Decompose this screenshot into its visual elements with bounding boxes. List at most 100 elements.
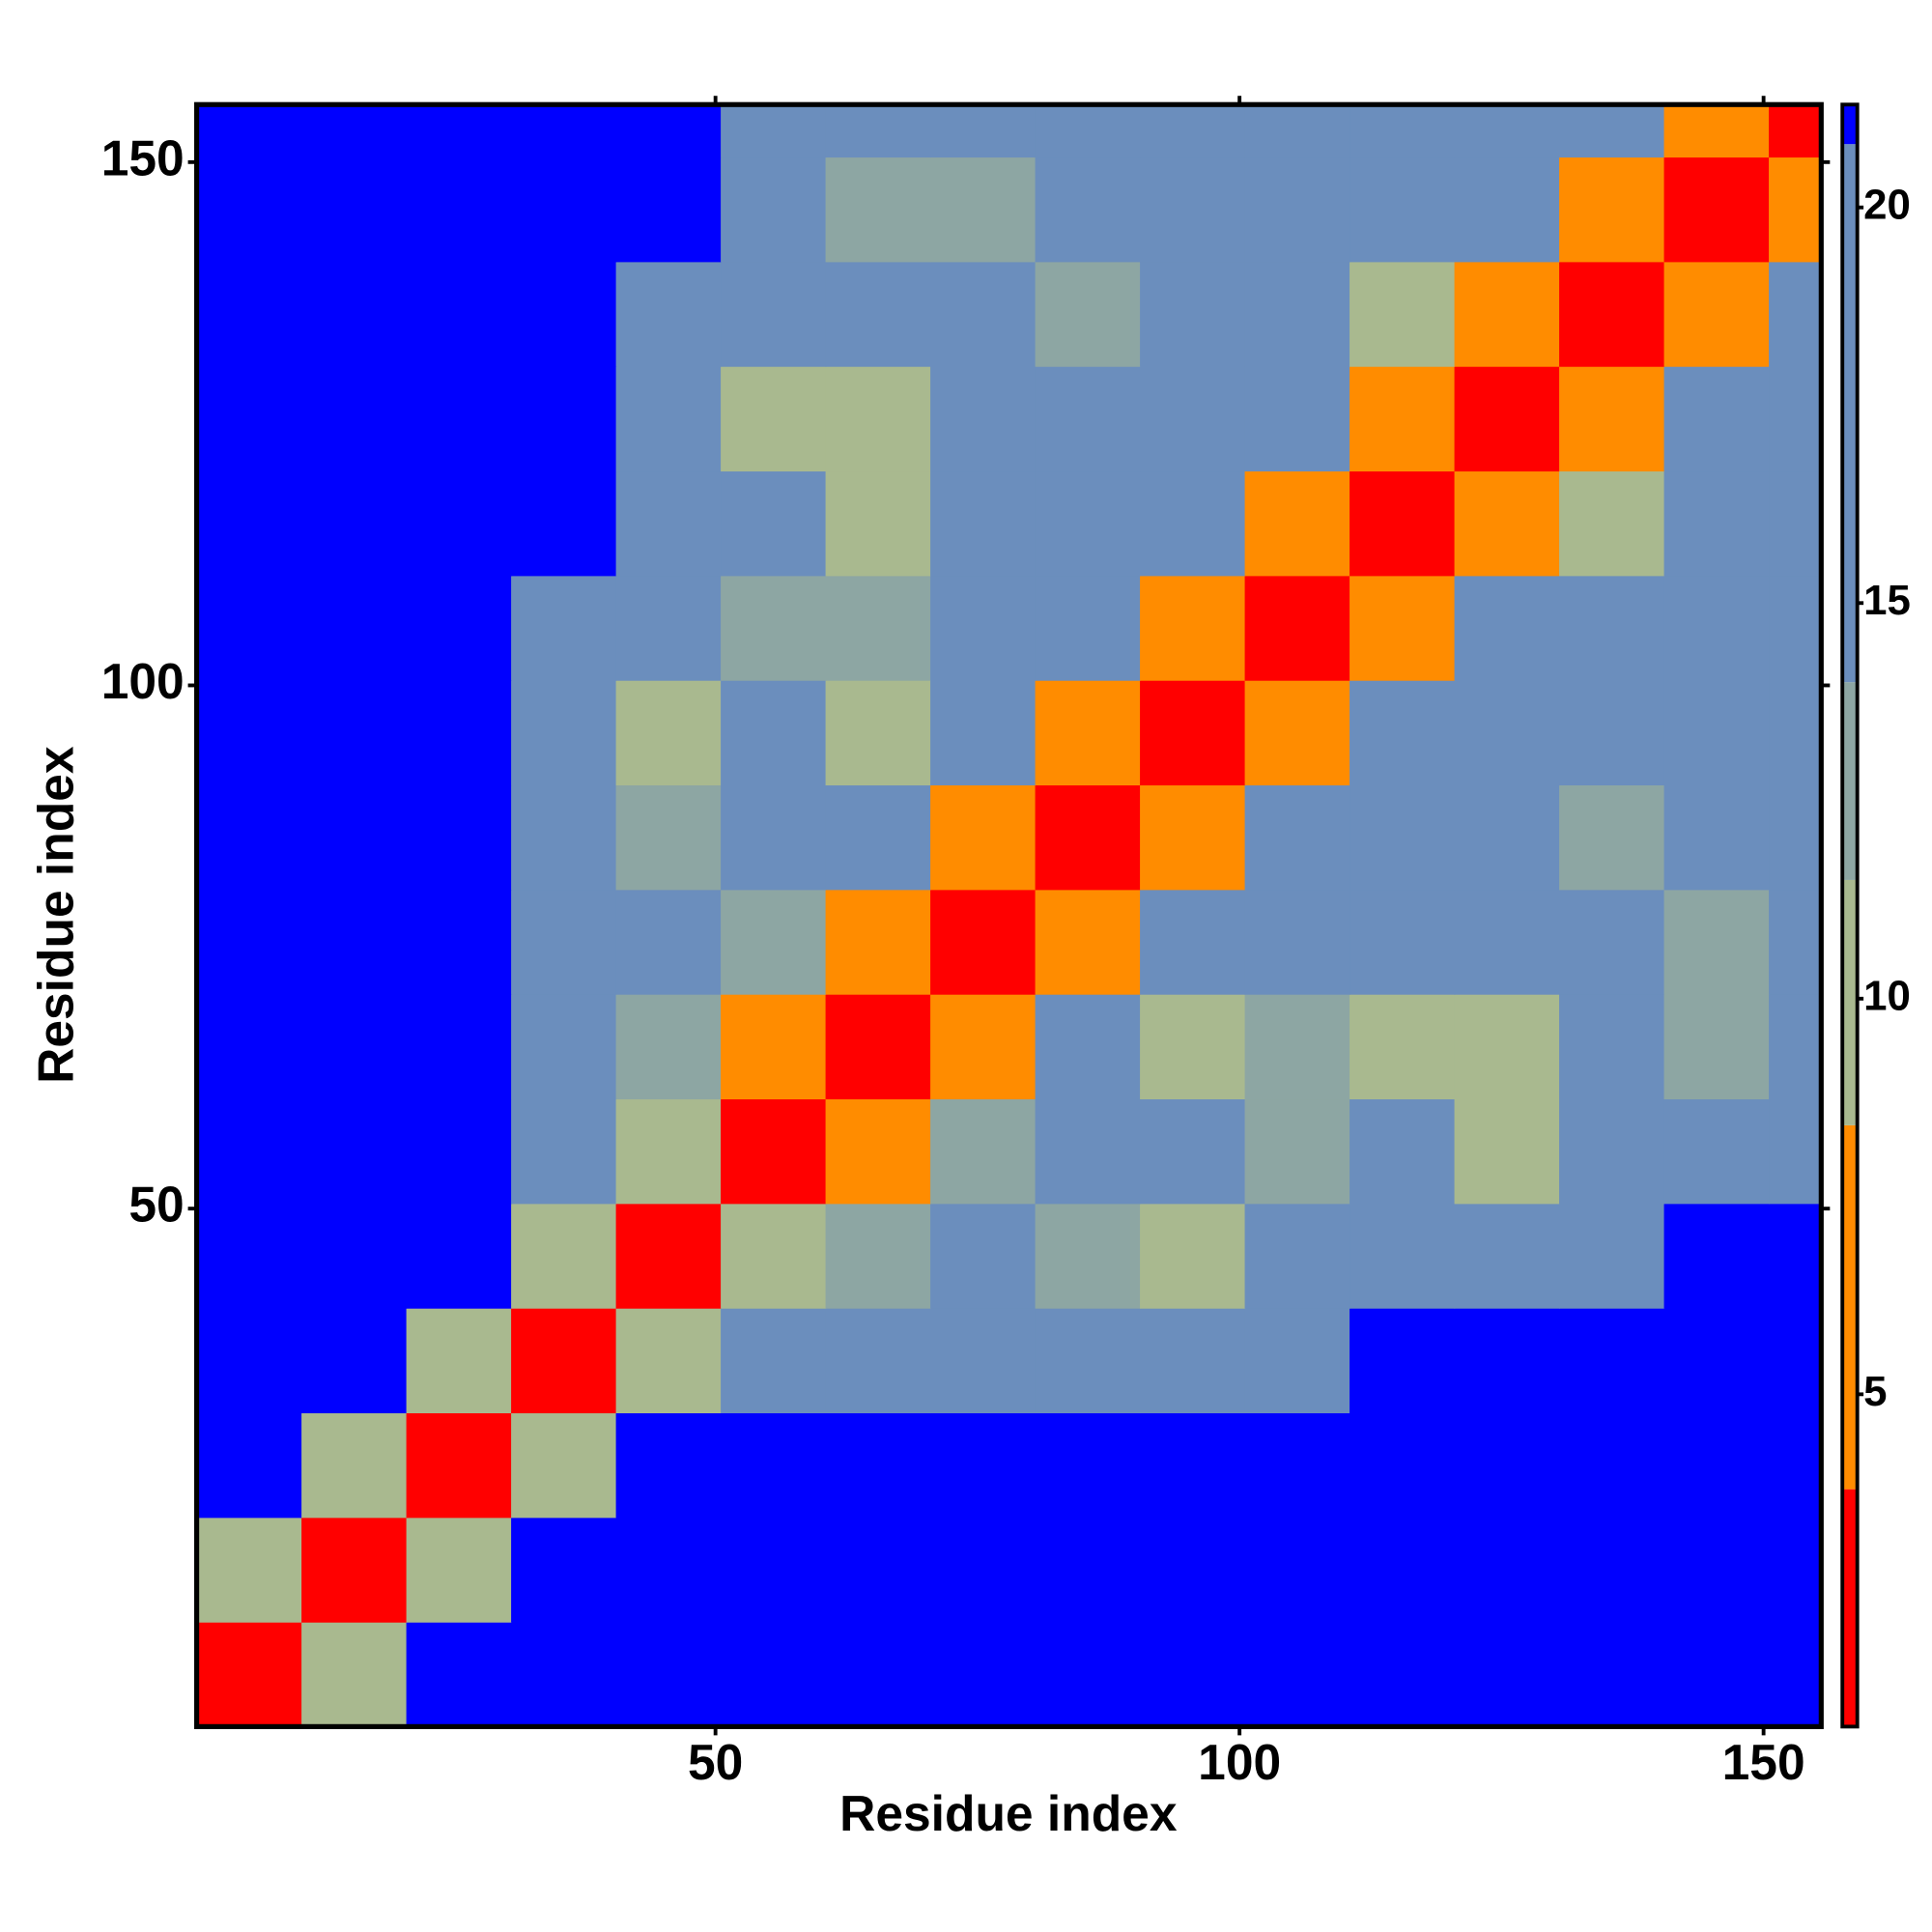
heatmap-cell	[511, 1517, 617, 1623]
heatmap-cell	[721, 1412, 827, 1519]
heatmap-cell	[721, 889, 827, 995]
heatmap-cell	[1140, 680, 1246, 786]
heatmap-cell	[301, 1622, 408, 1728]
colorbar-frame	[1840, 102, 1860, 1729]
x-tick-label: 100	[1198, 1734, 1281, 1790]
heatmap-cell	[1454, 784, 1560, 891]
heatmap-cell	[511, 680, 617, 786]
heatmap-cell	[196, 680, 302, 786]
heatmap-cell	[825, 104, 931, 158]
heatmap-cell	[1244, 470, 1350, 577]
heatmap-cell	[1454, 470, 1560, 577]
heatmap-cell	[301, 1203, 408, 1309]
heatmap-cell	[1244, 575, 1350, 681]
heatmap-cell	[615, 1203, 722, 1309]
heatmap-cell	[1244, 680, 1350, 786]
colorbar-tick-label: 5	[1863, 1368, 1887, 1415]
heatmap-cell	[1140, 889, 1246, 995]
heatmap-cell	[1559, 1412, 1665, 1519]
heatmap-cell	[511, 470, 617, 577]
heatmap-cell	[1663, 994, 1770, 1100]
heatmap-cell	[511, 575, 617, 681]
heatmap-cell	[825, 1203, 931, 1309]
x-axis-title: Residue index	[839, 1785, 1178, 1841]
heatmap-cell	[1350, 889, 1456, 995]
heatmap-cell	[301, 1098, 408, 1205]
heatmap-cell	[1663, 1098, 1770, 1205]
heatmap-cell	[1769, 1203, 1822, 1309]
heatmap-cell	[511, 1203, 617, 1309]
heatmap-cell	[615, 994, 722, 1100]
heatmap-cell	[406, 1308, 512, 1414]
heatmap-cell	[1454, 156, 1560, 263]
heatmap-cell	[196, 470, 302, 577]
heatmap-cell	[1559, 1098, 1665, 1205]
heatmap-cell	[1769, 261, 1822, 367]
heatmap-cell	[825, 784, 931, 891]
heatmap-cell	[406, 680, 512, 786]
heatmap-cell	[1769, 366, 1822, 472]
heatmap-cell	[1035, 1622, 1141, 1728]
heatmap-cell	[301, 156, 408, 263]
heatmap-cell	[1244, 261, 1350, 367]
heatmap-cell	[1663, 1203, 1770, 1309]
heatmap-cell	[930, 784, 1037, 891]
heatmap-cell	[1035, 889, 1141, 995]
heatmap-cell	[930, 261, 1037, 367]
heatmap-cell	[615, 470, 722, 577]
heatmap-cell	[1663, 1517, 1770, 1623]
heatmap-cell	[721, 575, 827, 681]
heatmap-cell	[1035, 366, 1141, 472]
heatmap-cell	[1454, 889, 1560, 995]
heatmap-cell	[1559, 1517, 1665, 1623]
heatmap-cell	[406, 261, 512, 367]
heatmap-cell	[825, 1412, 931, 1519]
heatmap-cell	[406, 104, 512, 158]
heatmap-cell	[1244, 1412, 1350, 1519]
heatmap-cell	[721, 680, 827, 786]
heatmap-cell	[1769, 156, 1822, 263]
heatmap-cell	[1350, 1098, 1456, 1205]
heatmap-cell	[1454, 1622, 1560, 1728]
heatmap-cell	[1244, 366, 1350, 472]
heatmap-cell	[1350, 575, 1456, 681]
heatmap-cell	[511, 1098, 617, 1205]
heatmap-cell	[721, 156, 827, 263]
heatmap-cell	[1140, 1412, 1246, 1519]
heatmap-cell	[196, 1517, 302, 1623]
heatmap-cell	[1035, 575, 1141, 681]
heatmap-cell	[1769, 680, 1822, 786]
heatmap-cell	[301, 261, 408, 367]
heatmap-cell	[930, 889, 1037, 995]
heatmap-cell	[1350, 680, 1456, 786]
heatmap-cell	[196, 1098, 302, 1205]
heatmap-cell	[1035, 104, 1141, 158]
heatmap-cell	[511, 784, 617, 891]
heatmap-cell	[825, 889, 931, 995]
heatmap-cell	[1035, 1412, 1141, 1519]
y-tick-label: 150	[101, 129, 185, 185]
heatmap-cell	[1244, 1308, 1350, 1414]
heatmap-cell	[1769, 994, 1822, 1100]
heatmap-cell	[196, 1622, 302, 1728]
heatmap-cell	[721, 366, 827, 472]
heatmap-cell	[930, 1308, 1037, 1414]
heatmap-cell	[406, 889, 512, 995]
heatmap-cell	[1140, 366, 1246, 472]
heatmap-cell	[406, 470, 512, 577]
colorbar-segment	[1842, 1124, 1858, 1490]
heatmap-cell	[196, 1203, 302, 1309]
heatmap-cell	[825, 1517, 931, 1623]
heatmap-cell	[825, 261, 931, 367]
colorbar-segment	[1842, 1489, 1858, 1727]
heatmap-cell	[1663, 575, 1770, 681]
heatmap-cell	[511, 1308, 617, 1414]
heatmap-cell	[406, 575, 512, 681]
heatmap-cell	[406, 156, 512, 263]
heatmap-cell	[1035, 784, 1141, 891]
heatmap-cell	[825, 1622, 931, 1728]
heatmap-cell	[1663, 1412, 1770, 1519]
heatmap-cell	[1035, 1517, 1141, 1623]
heatmap-cell	[1244, 889, 1350, 995]
heatmap-cell	[1663, 1308, 1770, 1414]
